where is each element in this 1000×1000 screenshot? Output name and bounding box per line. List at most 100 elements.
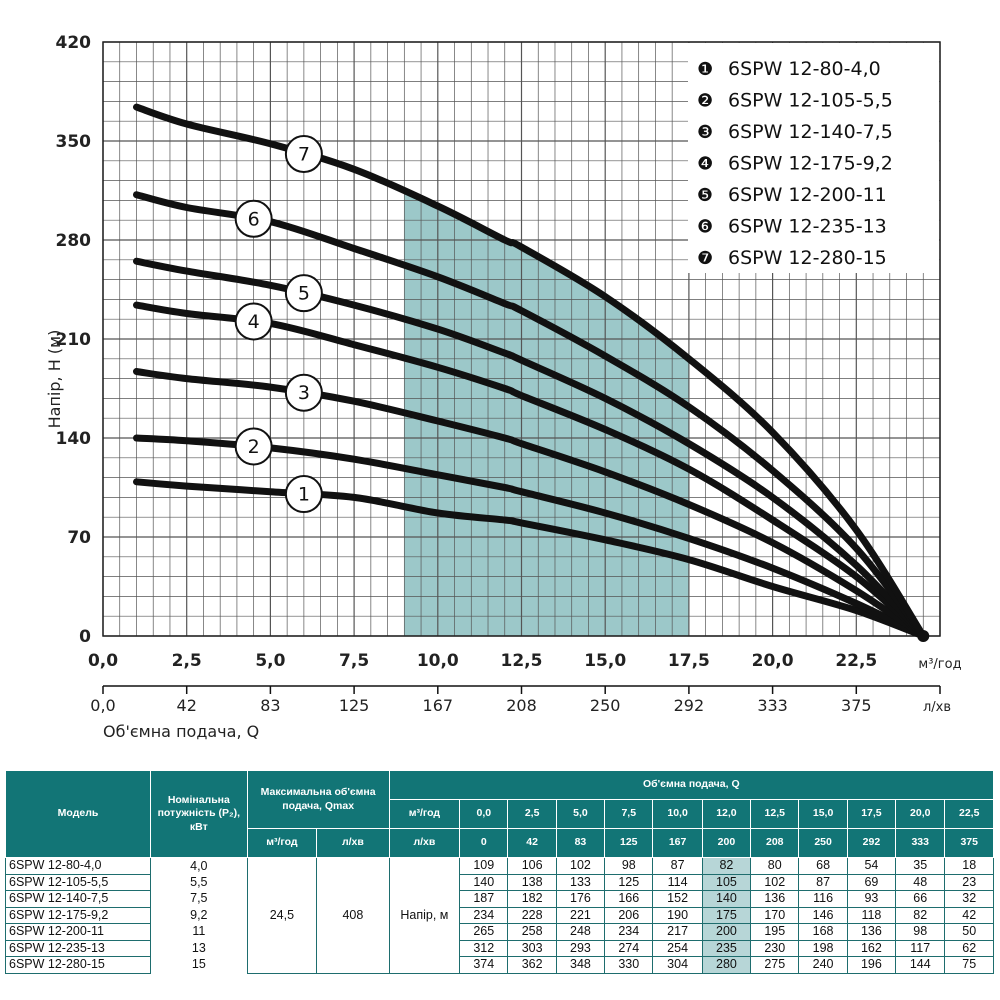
flow-m3h-header: 0,0: [459, 799, 509, 829]
head-value-cell: 87: [652, 857, 703, 875]
head-value-cell: 168: [798, 923, 848, 941]
head-value-cell: 166: [604, 890, 654, 908]
curve-5: [133, 257, 927, 640]
power-cell: 7,5: [150, 890, 248, 907]
head-value-cell: 138: [507, 873, 557, 891]
head-value-cell: 117: [895, 939, 946, 957]
curve-1: [133, 478, 927, 640]
y-tick-label: 350: [56, 132, 92, 152]
y-tick-label: 140: [56, 429, 92, 449]
head-value-cell: 93: [846, 890, 897, 908]
head-value-cell: 198: [798, 939, 848, 957]
head-value-cell: 200: [701, 923, 752, 941]
head-value-cell: 374: [459, 956, 509, 974]
head-value-cell: 32: [944, 890, 994, 908]
flow-m3h-header: 22,5: [944, 799, 994, 829]
head-value-cell: 133: [555, 873, 606, 891]
head-value-cell: 162: [846, 939, 897, 957]
col-header-power: Номінальна потужність (P₂), кВт: [150, 770, 248, 858]
legend-symbol-7: ❼: [697, 248, 713, 269]
legend-entry-1: 6SPW 12-80-4,0: [728, 58, 881, 80]
head-value-cell: 274: [604, 939, 654, 957]
col-header-qmax-m3: м³/год: [246, 828, 318, 858]
power-cell: 9,2: [150, 907, 248, 924]
flow-m3h-header: 12,5: [750, 799, 800, 829]
curve-marker-1: [284, 475, 323, 514]
flow-m3h-header: 7,5: [604, 799, 654, 829]
head-value-cell: 136: [750, 890, 800, 908]
head-value-cell: 102: [555, 857, 606, 875]
head-value-cell: 221: [555, 906, 606, 924]
legend: ❶ 6SPW 12-80-4,0 ❷ 6SPW 12-105-5,5 ❸ 6SPW 12-…: [688, 43, 939, 273]
head-value-cell: 106: [507, 857, 557, 875]
head-value-cell: 23: [944, 873, 994, 891]
head-value-cell: 330: [604, 956, 654, 974]
head-value-cell: 240: [798, 956, 848, 974]
head-value-cell: 304: [652, 956, 703, 974]
legend-entry-5: 6SPW 12-200-11: [728, 184, 887, 206]
head-value-cell: 48: [895, 873, 946, 891]
head-value-cell: 235: [701, 939, 752, 957]
head-value-cell: 265: [459, 923, 509, 941]
head-value-cell: 303: [507, 939, 557, 957]
head-value-cell: 42: [944, 906, 994, 924]
x-tick-label: 10,0: [417, 651, 459, 671]
head-value-cell: 50: [944, 923, 994, 941]
x-tick-label: 2,5: [172, 651, 202, 671]
table-row: 6SPW 12-80-4,0 4,0 24,5 408 Напір, м 109 106 10…: [5, 857, 994, 974]
x-tick-label: 7,5: [339, 651, 369, 671]
curve-marker-label-3: 3: [298, 382, 310, 404]
head-value-cell: 75: [944, 956, 994, 974]
legend-symbol-1: ❶: [697, 59, 713, 80]
head-value-cell: 195: [750, 923, 800, 941]
head-value-cell: 102: [750, 873, 800, 891]
head-value-cell: 109: [459, 857, 509, 875]
head-value-cell: 116: [798, 890, 848, 908]
flow-lmin-header: 125: [604, 828, 654, 858]
head-value-cell: 114: [652, 873, 703, 891]
model-cell: 6SPW 12-175-9,2: [5, 906, 151, 924]
secondary-x-tick-label: 208: [506, 696, 537, 715]
curve-end-point: [917, 630, 930, 642]
head-value-cell: 140: [701, 890, 752, 908]
head-value-cell: 348: [555, 956, 606, 974]
head-value-cell: 62: [944, 939, 994, 957]
row-label-lmin: л/хв: [388, 828, 461, 858]
curve-marker-label-5: 5: [298, 283, 310, 305]
head-value-cell: 217: [652, 923, 703, 941]
head-value-cell: 144: [895, 956, 946, 974]
head-value-cell: 234: [459, 906, 509, 924]
flow-lmin-header: 0: [459, 828, 509, 858]
qmax-lmin-cell: 408: [316, 857, 390, 974]
head-value-cell: 182: [507, 890, 557, 908]
table-row: 6SPW 12-140-7,5 7,5 187 182 176 166 152 140 136 1…: [5, 890, 994, 908]
flow-m3h-header: 2,5: [507, 799, 557, 829]
flow-lmin-header: 83: [555, 828, 606, 858]
head-value-cell: 87: [798, 873, 848, 891]
head-value-cell: 69: [846, 873, 897, 891]
table-row: 6SPW 12-105-5,5 5,5 140 138 133 125 114 105 102 8…: [5, 873, 994, 891]
flow-m3h-header: 15,0: [798, 799, 848, 829]
head-value-cell: 152: [652, 890, 703, 908]
x-axis-title: Об'ємна подача, Q: [103, 722, 259, 741]
secondary-x-tick-label: 0,0: [90, 696, 115, 715]
power-cell: 4,0: [150, 857, 248, 874]
model-cell: 6SPW 12-235-13: [5, 939, 151, 957]
secondary-x-tick-label: 333: [757, 696, 788, 715]
head-value-cell: 234: [604, 923, 654, 941]
flow-lmin-header: 292: [846, 828, 897, 858]
head-value-cell: 54: [846, 857, 897, 875]
power-cell: 13: [150, 940, 248, 957]
pump-data-table: Модель Номінальна потужність (P₂), кВт М…: [5, 770, 995, 974]
head-value-cell: 125: [604, 873, 654, 891]
curve-marker-label-1: 1: [298, 484, 310, 506]
head-label-cell: Напір, м: [388, 857, 461, 974]
flow-m3h-header: 17,5: [846, 799, 897, 829]
legend-entry-7: 6SPW 12-280-15: [728, 247, 887, 269]
curve-7: [133, 103, 927, 640]
x-axis-unit-m3h: м³/год: [918, 657, 961, 672]
head-value-cell: 66: [895, 890, 946, 908]
head-value-cell: 105: [701, 873, 752, 891]
qmax-m3h-cell: 24,5: [246, 857, 318, 974]
secondary-x-tick-label: 250: [590, 696, 621, 715]
